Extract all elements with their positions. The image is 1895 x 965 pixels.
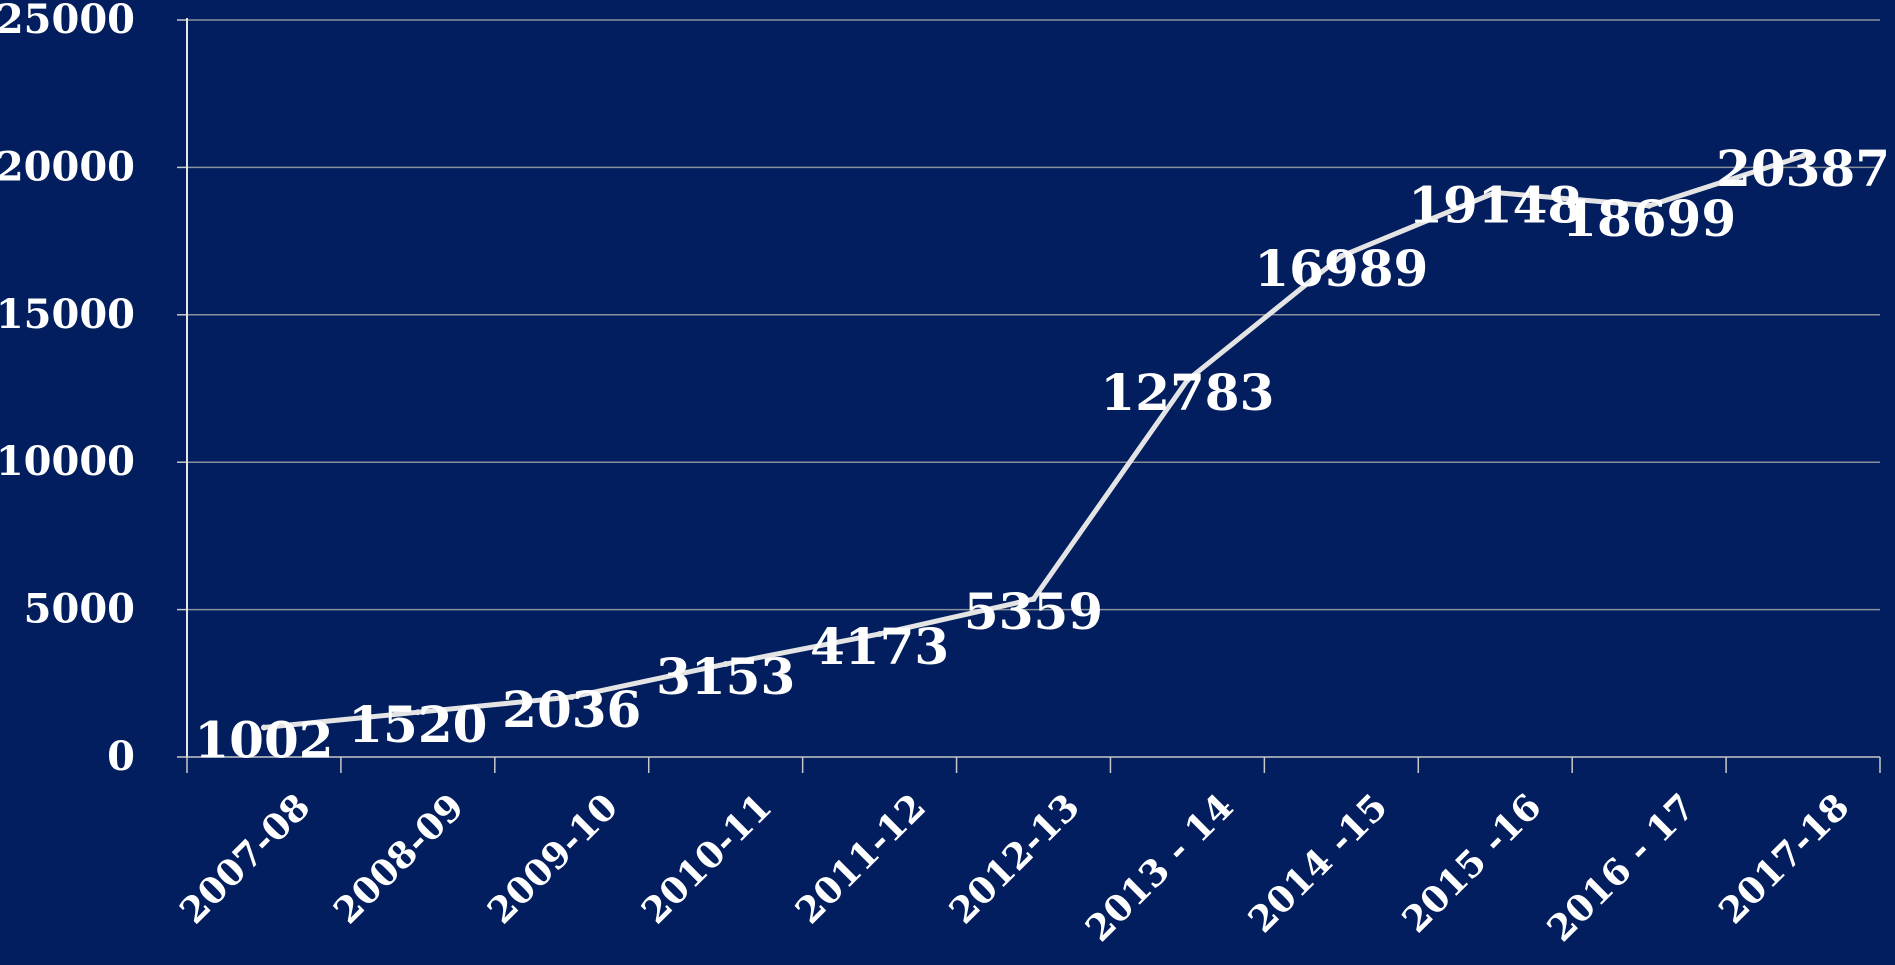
data-point (722, 661, 729, 668)
x-tick-label: 2010-11 (634, 786, 781, 933)
x-tick-label: 2017-18 (1711, 786, 1858, 933)
data-label: 5359 (964, 582, 1103, 641)
data-labels: 1002 1520 2036 3153 4173 5359 12783 16989191481… (194, 139, 1890, 769)
x-tick-label: 2014 -15 (1240, 786, 1395, 941)
data-point (876, 630, 883, 637)
x-tick-label: 2011-12 (787, 786, 934, 933)
y-tick-label: 5000 (24, 586, 135, 633)
x-tick-label: 2015 -16 (1394, 786, 1549, 941)
x-tick-label: 2008-09 (326, 786, 473, 933)
y-tick-label: 25000 (0, 0, 135, 43)
data-point (1184, 377, 1191, 384)
data-label: 18699 (1562, 189, 1736, 248)
data-label: 1002 (194, 710, 333, 769)
x-tick-label: 2012-13 (941, 786, 1088, 933)
x-tick-label: 2009-10 (480, 786, 627, 933)
y-tick-label: 20000 (0, 143, 135, 190)
data-point (1646, 202, 1653, 209)
data-label: 19148 (1408, 176, 1582, 235)
y-tick-label: 10000 (0, 438, 135, 485)
y-tick-label: 0 (107, 733, 135, 780)
data-point (1800, 152, 1807, 159)
y-axis-tick-labels: 0 5000 10000 15000 20000 25000 (0, 0, 135, 780)
data-point (260, 724, 267, 731)
data-label: 3153 (656, 647, 795, 706)
x-tick-label: 2016 - 17 (1539, 786, 1703, 950)
series (260, 152, 1807, 731)
data-label: 1520 (348, 695, 487, 754)
data-point (568, 693, 575, 700)
data-label: 20387 (1716, 139, 1890, 198)
data-point (1030, 596, 1037, 603)
data-label: 12783 (1100, 363, 1274, 422)
x-tick-label: 2007-08 (172, 786, 319, 933)
data-point (414, 709, 421, 716)
data-label: 4173 (810, 617, 949, 676)
x-tick-label: 2013 - 14 (1078, 786, 1242, 950)
axes (177, 18, 1881, 773)
data-point (1338, 253, 1345, 260)
y-tick-label: 15000 (0, 291, 135, 338)
x-axis-tick-labels: 2007-08 2008-09 2009-10 2010-11 2011-12 2012-… (172, 786, 1858, 950)
data-label: 2036 (502, 680, 641, 739)
data-point (1492, 189, 1499, 196)
gridlines (187, 19, 1880, 611)
data-label: 16989 (1254, 239, 1428, 298)
